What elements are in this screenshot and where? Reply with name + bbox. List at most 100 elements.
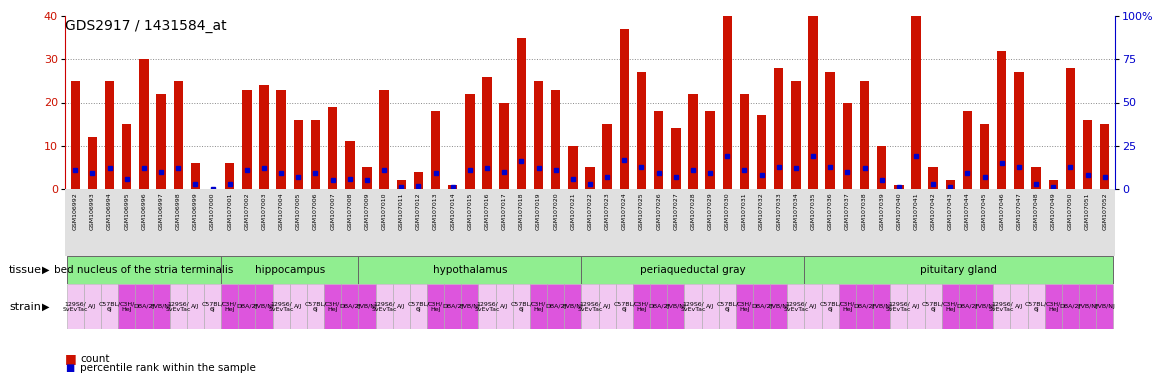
Text: GSM107034: GSM107034	[793, 192, 799, 230]
Text: 129S6/
SvEvTac: 129S6/ SvEvTac	[371, 301, 397, 312]
Text: FVB/NJ: FVB/NJ	[459, 304, 480, 309]
Bar	[121, 124, 132, 189]
Text: GSM107020: GSM107020	[554, 192, 558, 230]
Bar	[221, 284, 238, 329]
Text: A/J: A/J	[500, 304, 508, 309]
Text: DBA/2J: DBA/2J	[1059, 304, 1082, 309]
Text: GSM106994: GSM106994	[107, 192, 112, 230]
Text: ■: ■	[65, 352, 77, 365]
Bar	[272, 284, 290, 329]
Bar	[598, 284, 616, 329]
Bar	[100, 284, 118, 329]
Bar	[980, 124, 989, 189]
Text: GSM107014: GSM107014	[450, 192, 456, 230]
Text: C3H/
HeJ: C3H/ HeJ	[427, 301, 443, 312]
Bar	[874, 284, 890, 329]
Text: FVB/NJ: FVB/NJ	[974, 304, 995, 309]
Text: FVB/NJ: FVB/NJ	[1077, 304, 1098, 309]
Bar	[637, 72, 646, 189]
Text: GSM107039: GSM107039	[880, 192, 884, 230]
Text: DBA/2J: DBA/2J	[133, 304, 154, 309]
Bar	[667, 284, 684, 329]
Text: GSM107011: GSM107011	[398, 192, 404, 230]
Text: GSM107031: GSM107031	[742, 192, 746, 230]
Bar	[842, 103, 853, 189]
Bar	[513, 284, 530, 329]
Bar	[1100, 124, 1110, 189]
Text: strain: strain	[9, 301, 41, 311]
Bar	[1065, 68, 1075, 189]
Bar	[169, 284, 187, 329]
Bar	[328, 107, 338, 189]
Bar	[633, 284, 651, 329]
Text: 129S6/
SvEvTac: 129S6/ SvEvTac	[680, 301, 705, 312]
Bar	[564, 284, 582, 329]
Bar	[341, 284, 359, 329]
Text: A/J: A/J	[1015, 304, 1023, 309]
Text: FVB/NJ: FVB/NJ	[666, 304, 687, 309]
Text: C57BL/
6J: C57BL/ 6J	[716, 301, 738, 312]
Bar	[805, 256, 1113, 284]
Bar	[1014, 72, 1023, 189]
Text: GSM107027: GSM107027	[673, 192, 679, 230]
Bar	[582, 284, 598, 329]
Text: ■: ■	[65, 363, 75, 373]
Text: GSM107052: GSM107052	[1103, 192, 1107, 230]
Bar	[568, 146, 577, 189]
Bar	[770, 284, 787, 329]
Bar	[1049, 180, 1058, 189]
Bar	[307, 284, 324, 329]
Text: tissue: tissue	[9, 265, 42, 275]
Bar	[1044, 284, 1062, 329]
Text: GSM107009: GSM107009	[364, 192, 369, 230]
Text: GSM107025: GSM107025	[639, 192, 644, 230]
Bar	[392, 284, 410, 329]
Bar	[959, 284, 976, 329]
Bar	[736, 284, 753, 329]
Text: GSM107003: GSM107003	[262, 192, 266, 230]
Bar	[757, 116, 766, 189]
Bar	[651, 284, 667, 329]
Text: 129S6/
SvEvTac: 129S6/ SvEvTac	[474, 301, 500, 312]
Text: GSM106993: GSM106993	[90, 192, 95, 230]
Text: GSM107007: GSM107007	[331, 192, 335, 230]
Bar	[461, 284, 479, 329]
Text: GSM107036: GSM107036	[828, 192, 833, 230]
Bar	[929, 167, 938, 189]
Text: A/J: A/J	[809, 304, 818, 309]
Text: bed nucleus of the stria terminalis: bed nucleus of the stria terminalis	[54, 265, 234, 275]
Text: GSM107041: GSM107041	[913, 192, 918, 230]
Text: hippocampus: hippocampus	[255, 265, 325, 275]
Bar	[911, 16, 920, 189]
Text: GSM107047: GSM107047	[1016, 192, 1022, 230]
Text: FVB/NJ: FVB/NJ	[871, 304, 892, 309]
Bar	[376, 284, 392, 329]
Bar	[88, 137, 97, 189]
Bar	[449, 185, 458, 189]
Text: GSM107002: GSM107002	[244, 192, 249, 230]
Bar	[684, 284, 702, 329]
Text: GSM107004: GSM107004	[279, 192, 284, 230]
Bar	[877, 146, 887, 189]
Bar	[516, 38, 526, 189]
Bar	[482, 76, 492, 189]
Text: C3H/
HeJ: C3H/ HeJ	[325, 301, 340, 312]
Text: C3H/
HeJ: C3H/ HeJ	[531, 301, 547, 312]
Text: A/J: A/J	[912, 304, 920, 309]
Text: C3H/
HeJ: C3H/ HeJ	[737, 301, 752, 312]
Bar	[702, 284, 718, 329]
Bar	[256, 284, 272, 329]
Bar	[277, 89, 286, 189]
Bar	[290, 284, 307, 329]
Text: 129S6/
SvEvTac: 129S6/ SvEvTac	[989, 301, 1015, 312]
Bar	[105, 81, 114, 189]
Bar	[444, 284, 461, 329]
Text: GSM106997: GSM106997	[159, 192, 164, 230]
Text: pituitary gland: pituitary gland	[920, 265, 997, 275]
Text: GSM107046: GSM107046	[1000, 192, 1004, 230]
Bar	[465, 94, 474, 189]
Bar	[139, 59, 148, 189]
Bar	[311, 120, 320, 189]
Text: GSM106996: GSM106996	[141, 192, 146, 230]
Bar	[718, 284, 736, 329]
